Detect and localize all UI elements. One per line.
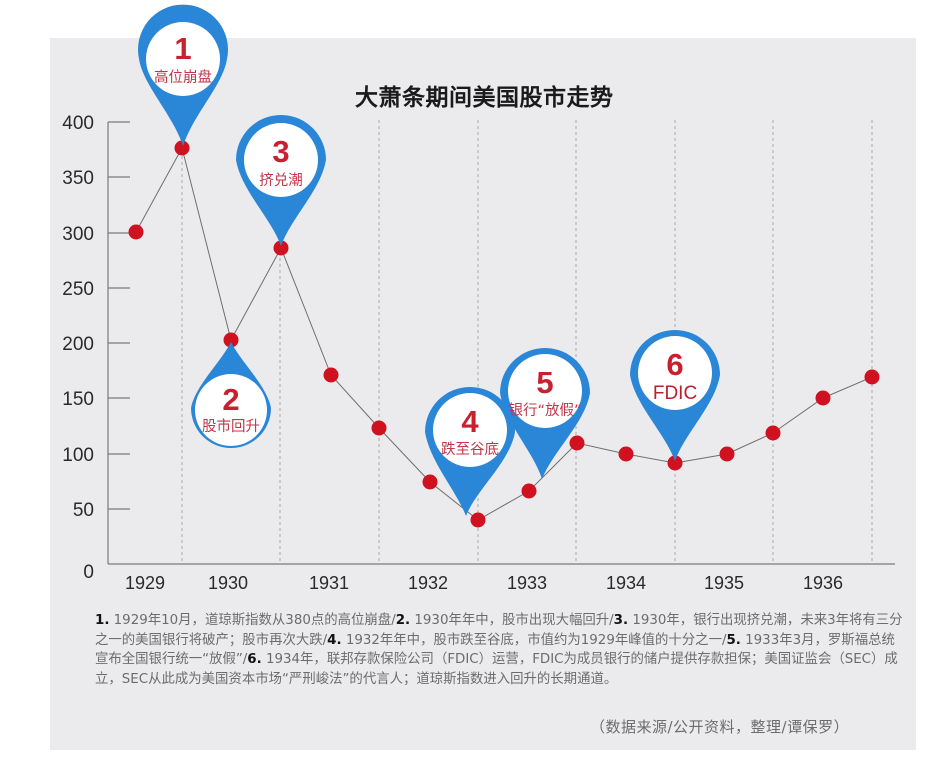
map-pin-6: 6 FDIC bbox=[630, 330, 720, 461]
x-label: 1929 bbox=[125, 573, 165, 593]
data-point bbox=[470, 512, 486, 528]
note-text: 1934年，联邦存款保险公司（FDIC）运营，FDIC为成员银行的储户提供存款担… bbox=[95, 652, 898, 687]
pin-number: 5 bbox=[536, 365, 553, 400]
y-label: 0 bbox=[83, 562, 94, 583]
y-label: 300 bbox=[62, 224, 94, 245]
x-label: 1935 bbox=[704, 573, 744, 593]
data-point bbox=[223, 332, 239, 348]
note-number: 5. bbox=[726, 632, 741, 648]
note-text: 1933年3月，罗斯福总统宣布全国银行统一“放假”/ bbox=[95, 632, 895, 668]
data-point bbox=[765, 425, 781, 441]
data-source: （数据来源/公开资料，整理/谭保罗） bbox=[590, 718, 850, 736]
y-label: 200 bbox=[62, 334, 94, 355]
pin-number: 2 bbox=[222, 382, 239, 417]
note-text: 1929年10月，道琼斯指数从380点的高位崩盘/ bbox=[109, 613, 396, 628]
x-label: 1932 bbox=[408, 573, 448, 593]
x-label: 1936 bbox=[803, 573, 843, 593]
footnotes: 1. 1929年10月，道琼斯指数从380点的高位崩盘/2. 1930年年中，股… bbox=[95, 611, 907, 689]
x-label: 1933 bbox=[507, 573, 547, 593]
map-pin-5: 5 银行“放假” bbox=[500, 348, 590, 479]
y-label: 350 bbox=[62, 168, 94, 189]
y-label: 50 bbox=[73, 500, 94, 521]
chart-title: 大萧条期间美国股市走势 bbox=[355, 85, 614, 111]
x-axis-labels: 1929 1930 1931 1932 1933 1934 1935 1936 bbox=[125, 573, 843, 593]
y-label: 100 bbox=[62, 445, 94, 466]
pin-number: 3 bbox=[272, 134, 289, 169]
pin-label: 高位崩盘 bbox=[154, 68, 212, 86]
map-pin-2: 2 股市回升 bbox=[191, 342, 271, 448]
y-label: 400 bbox=[62, 113, 94, 134]
pin-label: 跌至谷底 bbox=[441, 441, 499, 458]
data-points bbox=[128, 140, 880, 528]
data-point bbox=[273, 240, 289, 256]
data-point bbox=[371, 420, 387, 436]
data-point bbox=[667, 455, 683, 471]
x-label: 1931 bbox=[309, 573, 349, 593]
axes bbox=[107, 121, 895, 565]
map-pin-3: 3 挤兑潮 bbox=[236, 115, 326, 246]
pin-number: 4 bbox=[461, 404, 479, 439]
note-text: 1932年年中，股市跌至谷底，市值约为1929年峰值的十分之一/ bbox=[341, 632, 727, 648]
data-point bbox=[815, 390, 831, 406]
data-point bbox=[864, 369, 880, 385]
x-label: 1930 bbox=[208, 573, 248, 593]
x-label: 1934 bbox=[606, 573, 646, 593]
pin-label: 股市回升 bbox=[202, 418, 260, 435]
pin-number: 6 bbox=[666, 347, 683, 382]
data-point bbox=[569, 435, 585, 451]
data-point bbox=[719, 446, 735, 462]
pin-label: 挤兑潮 bbox=[259, 172, 303, 189]
data-point bbox=[128, 224, 144, 240]
map-pin-1: 1 高位崩盘 bbox=[138, 4, 228, 146]
data-point bbox=[521, 483, 537, 499]
y-label: 250 bbox=[62, 279, 94, 300]
pin-number: 1 bbox=[174, 31, 191, 66]
note-number: 2. bbox=[395, 613, 411, 628]
map-pin-4: 4 跌至谷底 bbox=[425, 387, 515, 516]
note-number: 6. bbox=[247, 652, 262, 667]
y-label: 150 bbox=[62, 389, 94, 410]
data-point bbox=[422, 474, 438, 490]
note-number: 3. bbox=[613, 613, 629, 628]
note-text: 1930年，银行出现挤兑潮，未来3年将有三分之一的美国银行将破产；股市再次大跌/ bbox=[95, 613, 903, 648]
note-number: 4. bbox=[327, 632, 342, 648]
data-point bbox=[618, 446, 634, 462]
note-number: 1. bbox=[95, 613, 110, 628]
pin-label: 银行“放假” bbox=[508, 402, 581, 419]
pin-label: FDIC bbox=[653, 383, 697, 404]
y-axis-labels: 400 350 300 250 200 150 100 50 0 bbox=[62, 113, 94, 583]
data-point bbox=[323, 367, 339, 383]
data-line bbox=[135, 146, 873, 521]
note-text: 1930年年中，股市出现大幅回升/ bbox=[410, 613, 614, 628]
data-point bbox=[174, 140, 190, 156]
